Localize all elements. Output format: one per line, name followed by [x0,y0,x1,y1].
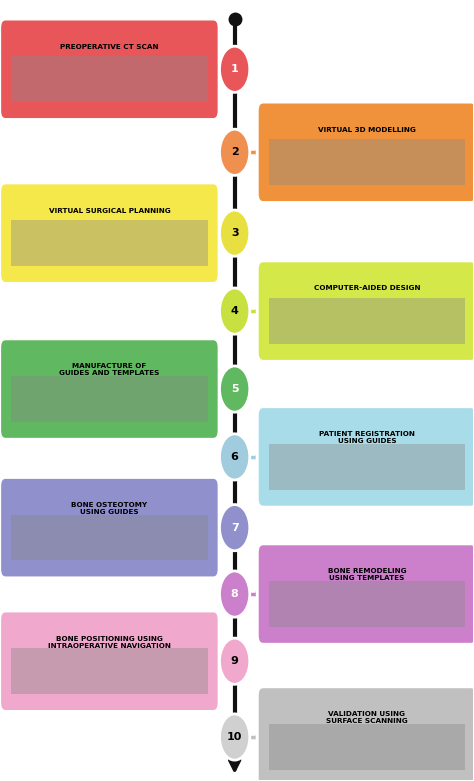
Ellipse shape [184,515,212,540]
Text: 9: 9 [231,656,238,666]
Ellipse shape [257,298,285,324]
Circle shape [219,638,250,684]
FancyBboxPatch shape [257,544,474,644]
Circle shape [219,210,250,256]
FancyBboxPatch shape [11,376,208,422]
FancyBboxPatch shape [257,261,474,362]
Ellipse shape [257,724,285,750]
Text: VIRTUAL SURGICAL PLANNING: VIRTUAL SURGICAL PLANNING [48,208,170,213]
Circle shape [219,129,250,176]
Text: 5: 5 [231,384,238,394]
FancyBboxPatch shape [269,724,465,770]
Text: COMPUTER-AIDED DESIGN: COMPUTER-AIDED DESIGN [314,286,420,291]
Text: 7: 7 [231,522,238,533]
Text: 3: 3 [231,228,238,238]
Text: PREOPERATIVE CT SCAN: PREOPERATIVE CT SCAN [60,44,159,50]
FancyBboxPatch shape [269,444,465,490]
Circle shape [219,288,250,334]
Ellipse shape [257,444,285,469]
Text: VIRTUAL 3D MODELLING: VIRTUAL 3D MODELLING [318,127,416,133]
Circle shape [219,714,250,760]
Circle shape [219,366,250,412]
FancyBboxPatch shape [257,686,474,781]
FancyBboxPatch shape [11,56,208,102]
Text: 2: 2 [231,148,238,157]
Text: BONE REMODELING
USING TEMPLATES: BONE REMODELING USING TEMPLATES [328,569,406,581]
Circle shape [219,46,250,92]
Text: MANUFACTURE OF
GUIDES AND TEMPLATES: MANUFACTURE OF GUIDES AND TEMPLATES [59,363,160,376]
Text: 10: 10 [227,732,242,742]
Ellipse shape [257,140,285,165]
Text: 6: 6 [231,452,238,462]
Ellipse shape [184,648,212,674]
FancyBboxPatch shape [11,515,208,561]
Text: BONE POSITIONING USING
INTRAOPERATIVE NAVIGATION: BONE POSITIONING USING INTRAOPERATIVE NA… [48,636,171,648]
Circle shape [219,433,250,480]
FancyBboxPatch shape [11,648,208,694]
FancyBboxPatch shape [0,183,219,284]
FancyBboxPatch shape [257,102,474,202]
Ellipse shape [184,57,212,82]
Text: 4: 4 [231,306,238,316]
FancyBboxPatch shape [269,581,465,627]
FancyBboxPatch shape [0,611,219,711]
Ellipse shape [184,220,212,246]
FancyBboxPatch shape [257,407,474,507]
FancyBboxPatch shape [0,477,219,578]
Text: VALIDATION USING
SURFACE SCANNING: VALIDATION USING SURFACE SCANNING [326,711,408,724]
Ellipse shape [257,581,285,607]
Text: 8: 8 [231,589,238,599]
FancyBboxPatch shape [269,140,465,185]
FancyBboxPatch shape [269,298,465,344]
FancyBboxPatch shape [0,339,219,439]
Circle shape [219,571,250,617]
Text: PATIENT REGISTRATION
USING GUIDES: PATIENT REGISTRATION USING GUIDES [319,431,415,444]
Text: BONE OSTEOTOMY
USING GUIDES: BONE OSTEOTOMY USING GUIDES [71,502,147,515]
Ellipse shape [184,376,212,401]
FancyBboxPatch shape [11,220,208,266]
FancyBboxPatch shape [0,19,219,119]
Circle shape [219,505,250,551]
Text: 1: 1 [231,64,238,74]
